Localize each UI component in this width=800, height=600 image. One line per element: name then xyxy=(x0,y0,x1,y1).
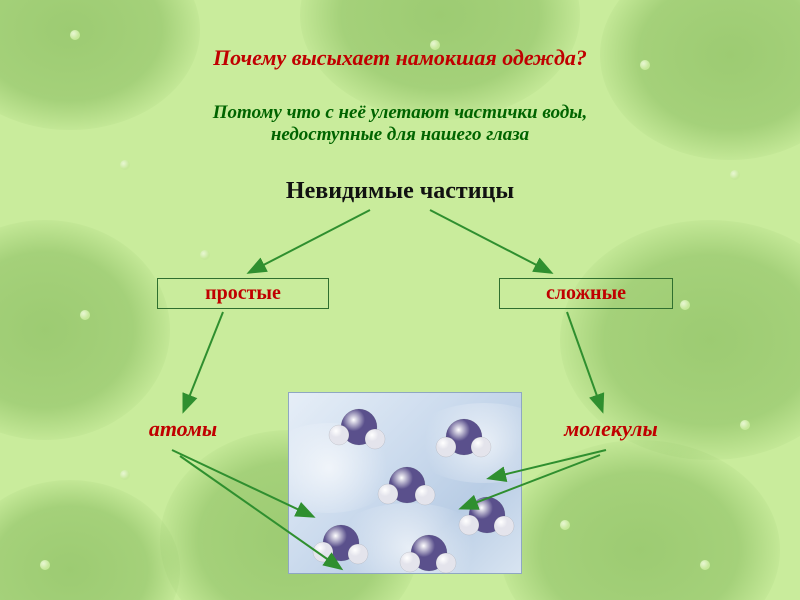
bg-dot xyxy=(560,520,570,530)
answer-subtitle: Потому что с неё улетают частички воды, … xyxy=(0,102,800,146)
bg-dot xyxy=(700,560,710,570)
subtitle-line1: Потому что с неё улетают частички воды, xyxy=(213,102,587,123)
molecule-panel xyxy=(288,392,522,574)
molecule xyxy=(459,497,514,536)
bg-dot xyxy=(40,560,50,570)
right-box-complex: сложные xyxy=(499,278,673,309)
molecule xyxy=(329,409,385,449)
bg-dot xyxy=(740,420,750,430)
question-title: Почему высыхает намокшая одежда? xyxy=(0,45,800,71)
bg-dot xyxy=(200,250,210,260)
root-node: Невидимые частицы xyxy=(260,178,540,205)
left-box-simple: простые xyxy=(157,278,329,309)
molecule xyxy=(313,525,368,564)
left-leaf-atoms: атомы xyxy=(123,416,243,442)
molecule xyxy=(378,467,435,505)
bg-dot xyxy=(730,170,740,180)
right-leaf-molecules: молекулы xyxy=(536,416,686,442)
slide-canvas: Почему высыхает намокшая одежда? Потому … xyxy=(0,0,800,600)
bg-dot xyxy=(70,30,80,40)
molecule xyxy=(436,419,491,457)
molecule xyxy=(400,535,456,573)
bg-dot xyxy=(120,470,130,480)
molecules-svg xyxy=(289,393,521,573)
bg-dot xyxy=(80,310,90,320)
subtitle-line2: недоступные для нашего глаза xyxy=(271,124,529,145)
bg-dot xyxy=(120,160,130,170)
bg-dot xyxy=(680,300,690,310)
